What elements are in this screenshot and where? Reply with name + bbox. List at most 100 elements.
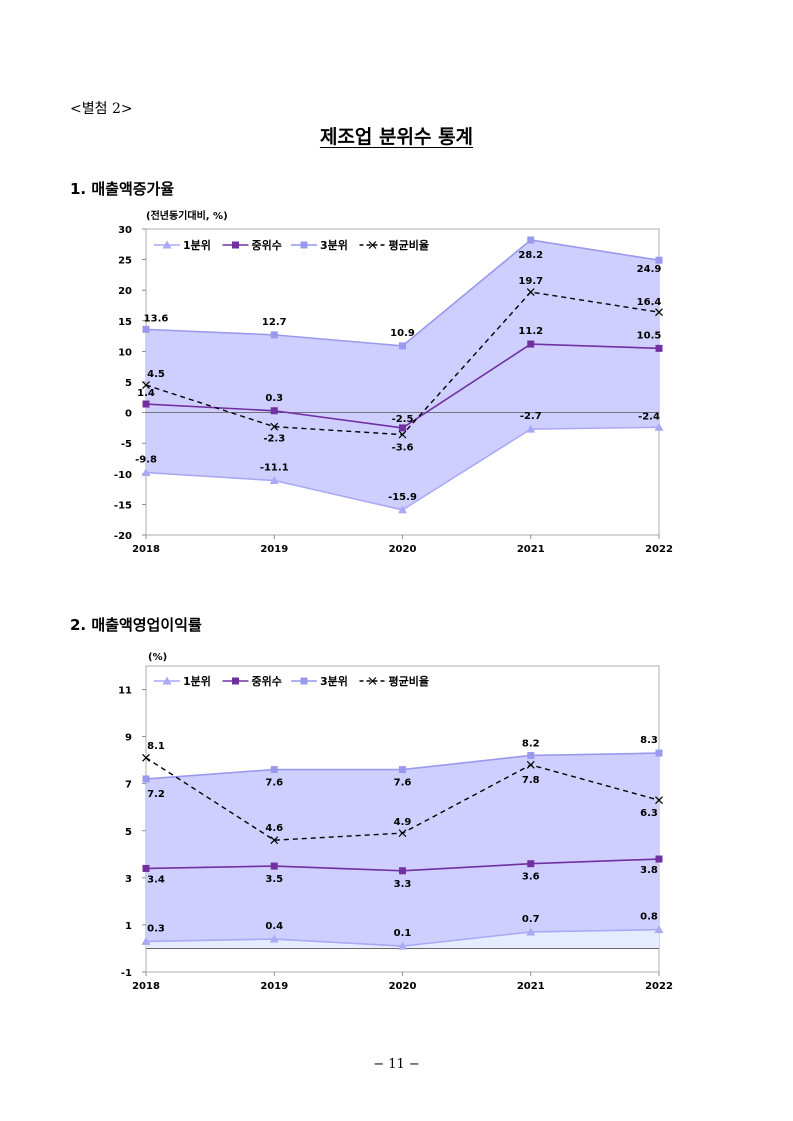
x-tick-label: 2018: [132, 981, 160, 992]
data-label-중위수: 11.2: [518, 326, 543, 337]
data-point-중위수: [655, 855, 663, 863]
data-label-1분위: 0.1: [394, 928, 412, 939]
data-point-중위수: [270, 407, 278, 415]
data-label-3분위: 8.2: [522, 738, 540, 749]
sales-growth-chart: -20 -15 -10 -5 0 5 10 15 20 25 30 2018 2019 2020 2021 2…: [114, 209, 673, 555]
data-label-중위수: 3.4: [147, 874, 165, 885]
unit-label: (%): [148, 652, 167, 663]
y-tick-label: 3: [125, 874, 132, 885]
x-tick-label: 2022: [645, 544, 673, 555]
legend-entry-중위수: 중위수: [222, 239, 282, 252]
data-point-중위수: [270, 862, 278, 870]
y-tick-label: 20: [118, 286, 132, 297]
data-point-중위수: [142, 864, 150, 872]
y-tick-label: 0: [125, 409, 132, 420]
data-point-중위수: [399, 867, 406, 875]
legend-marker: [368, 677, 377, 685]
data-label-1분위: -15.9: [388, 492, 417, 503]
legend-marker: [300, 677, 308, 685]
data-label-평균비율: 19.7: [518, 276, 543, 287]
y-tick-label: 30: [118, 225, 132, 236]
data-label-중위수: 3.6: [522, 872, 540, 883]
y-tick-label: 10: [118, 347, 132, 358]
data-label-평균비율: 8.1: [147, 741, 165, 752]
y-tick-label: -1: [121, 968, 132, 979]
x-tick-label: 2019: [260, 981, 288, 992]
data-point-1분위: [526, 424, 536, 433]
legend-entry-평균비율: 평균비율: [359, 238, 429, 252]
data-point-평균비율: [655, 796, 663, 805]
data-label-3분위: 10.9: [390, 328, 415, 339]
data-point-3분위: [270, 331, 278, 339]
data-point-3분위: [527, 236, 535, 244]
legend-marker: [300, 241, 308, 249]
data-point-중위수: [527, 340, 535, 348]
page-number: − 11 −: [373, 1057, 420, 1072]
legend-label: 평균비율: [389, 238, 429, 252]
data-label-중위수: 1.4: [137, 388, 155, 399]
legend-entry-3분위: 3분위: [291, 675, 348, 688]
data-label-중위수: 0.3: [265, 393, 283, 404]
data-label-3분위: 12.7: [262, 317, 287, 328]
y-tick-label: 15: [118, 317, 132, 328]
legend-marker: [368, 241, 377, 249]
data-label-1분위: 0.8: [640, 912, 658, 923]
data-label-평균비율: 4.5: [147, 369, 165, 380]
legend-entry-3분위: 3분위: [291, 239, 348, 252]
data-point-평균비율: [655, 308, 663, 317]
data-label-중위수: 10.5: [637, 330, 662, 341]
x-tick-label: 2021: [517, 544, 545, 555]
data-label-1분위: -2.7: [520, 411, 542, 422]
data-point-1분위: [654, 925, 664, 934]
section-heading-sales-growth: 1. 매출액증가율: [70, 180, 175, 198]
data-point-평균비율: [398, 829, 407, 838]
data-point-3분위: [399, 342, 406, 350]
data-point-3분위: [142, 325, 150, 333]
legend-entry-1분위: 1분위: [154, 239, 211, 252]
y-tick-label: -20: [114, 531, 132, 542]
data-point-중위수: [142, 400, 150, 408]
x-tick-label: 2019: [260, 544, 288, 555]
data-point-평균비율: [142, 753, 150, 762]
data-label-3분위: 28.2: [518, 250, 543, 261]
data-label-평균비율: 7.8: [522, 775, 540, 786]
data-label-3분위: 7.6: [394, 778, 412, 789]
legend-marker: [232, 677, 239, 685]
data-point-3분위: [527, 751, 535, 759]
data-label-1분위: -9.8: [135, 455, 157, 466]
x-tick-label: 2020: [389, 981, 417, 992]
data-label-1분위: 0.7: [522, 914, 540, 925]
data-point-1분위: [141, 468, 151, 477]
legend-label: 1분위: [183, 675, 211, 688]
data-label-1분위: 0.4: [265, 921, 283, 932]
data-point-평균비율: [270, 836, 279, 845]
y-tick-label: 9: [125, 733, 132, 744]
data-point-1분위: [141, 936, 151, 945]
legend-entry-1분위: 1분위: [154, 675, 211, 688]
data-point-평균비율: [526, 760, 535, 769]
page-title: 제조업 분위수 통계: [0, 122, 793, 149]
data-point-중위수: [399, 424, 406, 432]
data-point-중위수: [527, 860, 535, 868]
y-tick-label: 5: [125, 827, 132, 838]
data-label-중위수: 3.5: [265, 874, 283, 885]
page-title-text: 제조업 분위수 통계: [319, 126, 474, 148]
data-point-1분위: [269, 476, 279, 485]
data-label-3분위: 7.2: [147, 789, 165, 800]
data-label-평균비율: -3.6: [392, 443, 414, 454]
data-label-1분위: 0.3: [147, 923, 165, 934]
x-tick-label: 2018: [132, 544, 160, 555]
legend-label: 3분위: [320, 239, 348, 252]
y-tick-label: 25: [118, 256, 132, 267]
data-point-1분위: [269, 934, 279, 943]
data-label-평균비율: 4.9: [394, 817, 412, 828]
legend-marker: [232, 241, 239, 249]
y-tick-label: -10: [114, 470, 132, 481]
data-point-3분위: [655, 256, 663, 264]
data-point-1분위: [398, 941, 407, 950]
data-point-평균비율: [270, 422, 279, 431]
data-label-3분위: 24.9: [637, 264, 662, 275]
data-label-평균비율: 6.3: [640, 808, 658, 819]
legend-label: 평균비율: [389, 674, 429, 688]
legend-label: 중위수: [252, 675, 282, 688]
